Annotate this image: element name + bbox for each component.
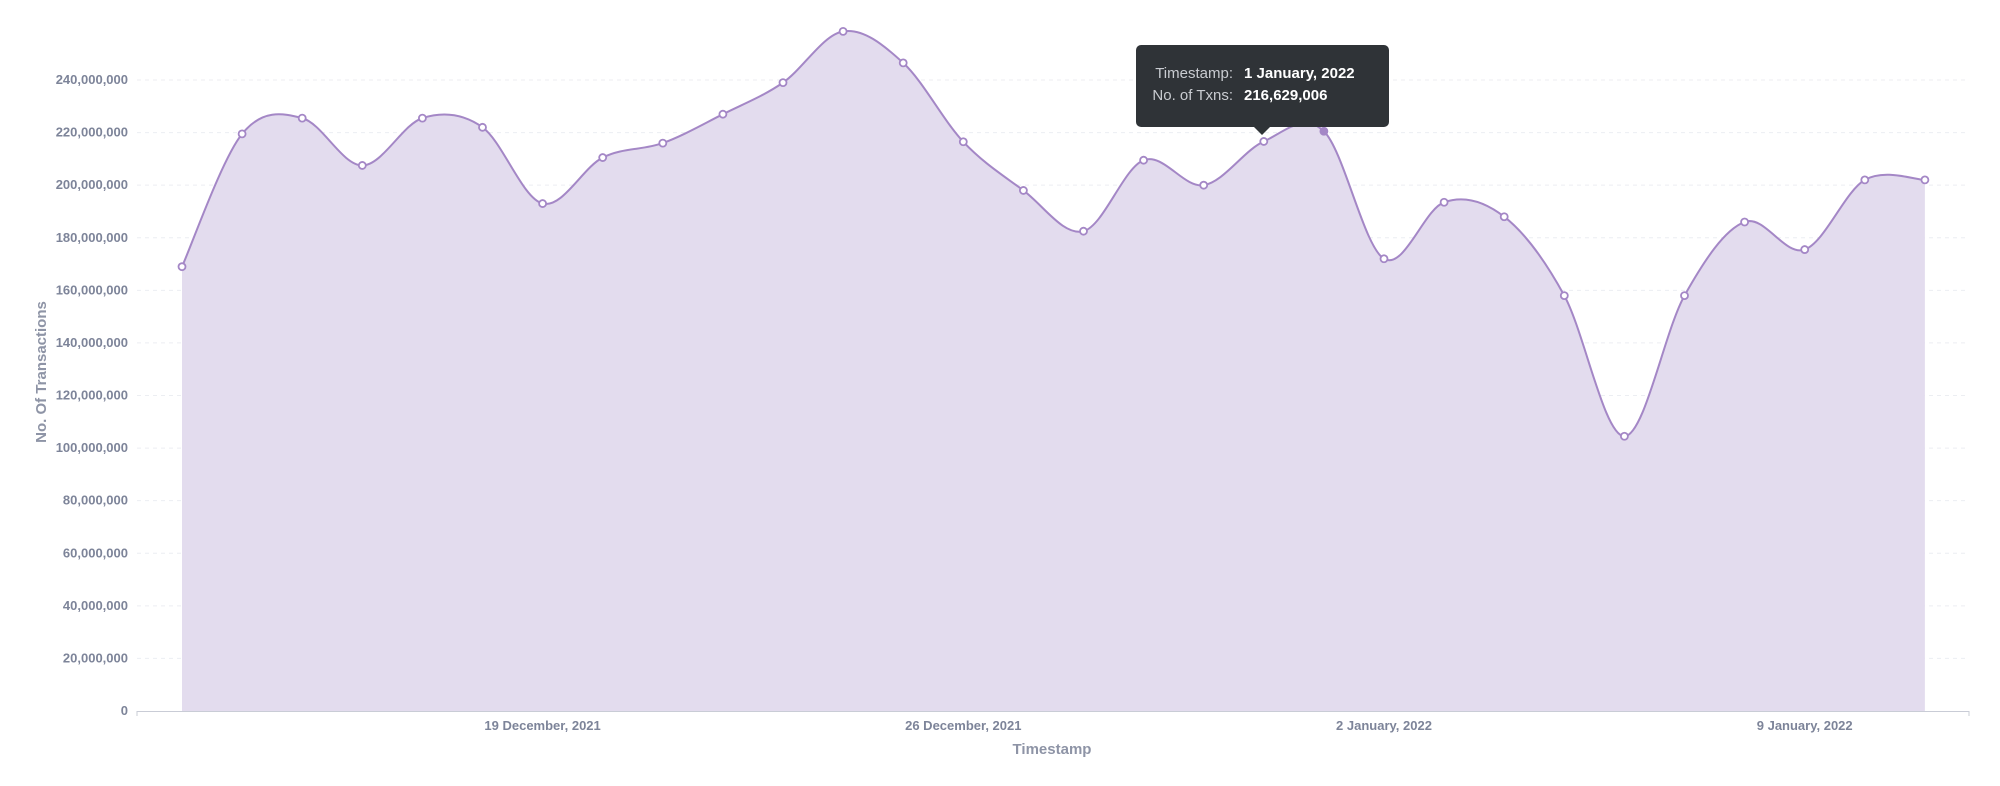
y-tick-label: 200,000,000 xyxy=(56,177,128,192)
chart-tooltip: Timestamp: 1 January, 2022 No. of Txns: … xyxy=(1136,45,1389,135)
data-point[interactable] xyxy=(297,113,307,123)
data-point[interactable] xyxy=(718,109,728,119)
data-point[interactable] xyxy=(1259,137,1269,146)
data-point[interactable] xyxy=(898,58,908,68)
data-points xyxy=(177,26,1930,441)
y-tick-label: 100,000,000 xyxy=(56,440,128,455)
y-tick-label: 240,000,000 xyxy=(56,72,128,87)
x-tick-label: 9 January, 2022 xyxy=(1757,718,1853,733)
data-point[interactable] xyxy=(1680,291,1689,300)
tooltip-key: No. of Txns: xyxy=(1152,87,1233,104)
data-point[interactable] xyxy=(1740,217,1749,227)
data-point[interactable] xyxy=(598,153,608,162)
y-tick-label: 160,000,000 xyxy=(56,282,128,297)
y-tick-label: 220,000,000 xyxy=(56,125,128,140)
x-axis: 19 December, 2021 26 December, 2021 2 Janu… xyxy=(136,711,1970,733)
y-tick-label: 180,000,000 xyxy=(56,230,128,245)
y-tick-label: 80,000,000 xyxy=(63,493,128,508)
tooltip-value: 1 January, 2022 xyxy=(1244,65,1355,82)
data-point-highlighted[interactable] xyxy=(1319,126,1329,136)
y-axis-title: No. Of Transactions xyxy=(33,301,50,443)
y-tick-label: 140,000,000 xyxy=(56,335,128,350)
data-point[interactable] xyxy=(538,199,547,208)
tooltip-row-txns: No. of Txns: 216,629,006 xyxy=(1136,85,1389,107)
y-tick-label: 20,000,000 xyxy=(63,650,128,665)
y-tick-label: 0 xyxy=(121,703,128,718)
data-point[interactable] xyxy=(1439,197,1449,207)
y-tick-label: 40,000,000 xyxy=(63,598,128,613)
data-point[interactable] xyxy=(1079,226,1088,236)
data-point[interactable] xyxy=(838,26,848,36)
data-point[interactable] xyxy=(1199,180,1209,190)
y-tick-label: 60,000,000 xyxy=(63,545,128,560)
data-point[interactable] xyxy=(1620,431,1629,441)
data-point[interactable] xyxy=(357,161,367,170)
data-point[interactable] xyxy=(478,122,487,132)
data-point[interactable] xyxy=(1559,291,1569,300)
tooltip-value: 216,629,006 xyxy=(1244,87,1328,104)
x-tick-label: 19 December, 2021 xyxy=(484,718,600,733)
data-point[interactable] xyxy=(1499,212,1509,222)
tooltip-row-timestamp: Timestamp: 1 January, 2022 xyxy=(1136,63,1389,85)
data-point[interactable] xyxy=(778,78,788,88)
data-point[interactable] xyxy=(177,262,187,272)
y-axis-ticks: 0 20,000,000 40,000,000 60,000,000 80,000,00… xyxy=(56,72,128,718)
x-axis-title: Timestamp xyxy=(1013,741,1092,758)
data-point[interactable] xyxy=(237,129,247,139)
data-point[interactable] xyxy=(1019,186,1028,195)
data-point[interactable] xyxy=(417,113,427,123)
data-point[interactable] xyxy=(1920,175,1930,185)
tooltip-key: Timestamp: xyxy=(1155,65,1233,82)
data-point[interactable] xyxy=(1800,245,1810,254)
data-point[interactable] xyxy=(658,138,668,148)
data-point[interactable] xyxy=(1860,175,1870,185)
y-tick-label: 120,000,000 xyxy=(56,388,128,403)
data-point[interactable] xyxy=(1379,254,1389,264)
x-tick-label: 26 December, 2021 xyxy=(905,718,1021,733)
x-tick-label: 2 January, 2022 xyxy=(1336,718,1432,733)
data-point[interactable] xyxy=(958,137,968,147)
area-fill xyxy=(182,30,1925,711)
data-point[interactable] xyxy=(1139,155,1148,165)
